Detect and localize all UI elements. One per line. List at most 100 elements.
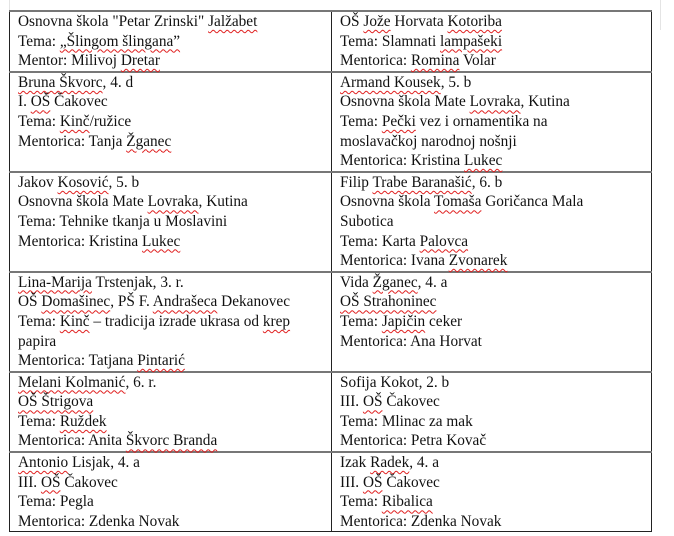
- cell-text-line: Mentorica: Tanja Žganec: [18, 132, 172, 150]
- spellcheck-error[interactable]: Japičin: [381, 312, 426, 330]
- cell-text-line: Filip Trabe Baranašić, 6. b: [340, 173, 503, 191]
- spellcheck-error[interactable]: OŠ: [30, 93, 51, 111]
- cell-text-line: Tema: Mlinac za mak: [340, 412, 473, 430]
- spellcheck-error[interactable]: Radek: [370, 454, 410, 472]
- spellcheck-error[interactable]: Ruždek: [59, 412, 107, 430]
- spellcheck-error[interactable]: Domašinec: [41, 293, 111, 311]
- spellcheck-error[interactable]: OŠ: [362, 473, 383, 491]
- spellcheck-error[interactable]: lampašeki: [440, 32, 503, 50]
- spellcheck-error[interactable]: Škvorc Branda: [125, 432, 218, 450]
- spellcheck-error[interactable]: Andrašeca: [152, 293, 218, 311]
- cell-text-line: Osnovna škola "Petar Zrinski" Jalžabet: [18, 13, 258, 30]
- cell-text-line: Armand Kousek, 5. b: [340, 73, 472, 91]
- table-row: Osnovna škola "Petar Zrinski" Jalžabet Te…: [9, 10, 652, 73]
- spellcheck-error[interactable]: Kotoriba: [447, 13, 502, 30]
- spellcheck-error[interactable]: „Šlingom šlingana”: [59, 32, 181, 50]
- cell-text-line: Osnovna škola Mate Lovraka, Kutina: [340, 93, 570, 111]
- spellcheck-error[interactable]: krep: [262, 312, 291, 330]
- spellcheck-error[interactable]: Lukec: [464, 152, 503, 170]
- spellcheck-error[interactable]: OŠ Strahoninec: [340, 293, 437, 311]
- cell-text-line: III. OŠ Čakovec: [18, 473, 118, 491]
- cell-text-line: Mentorica: Ana Horvat: [340, 332, 482, 350]
- participant-cell[interactable]: Antonio Lisjak, 4. a III. OŠ Čakovec Tema:…: [9, 451, 332, 533]
- participant-cell[interactable]: Jakov Kosović, 5. b Osnovna škola Mate Lo…: [9, 171, 332, 273]
- spellcheck-error[interactable]: Lovraka: [147, 193, 199, 211]
- cell-text-line: Antonio Lisjak, 4. a: [18, 454, 140, 472]
- spellcheck-error[interactable]: Pečki: [381, 112, 416, 130]
- spellcheck-error[interactable]: Armand Kousek: [340, 73, 441, 91]
- participant-cell[interactable]: Filip Trabe Baranašić, 6. b Osnovna škola…: [331, 171, 652, 273]
- spellcheck-error[interactable]: Kosović: [57, 173, 109, 191]
- spellcheck-error[interactable]: Bruna Škvorc: [18, 73, 103, 91]
- page-margin-guide: [660, 0, 661, 30]
- cell-text-line: Tema: Kinč/ružice: [18, 112, 132, 130]
- spellcheck-error[interactable]: Pintarić: [137, 352, 185, 370]
- cell-text-line: Tema: Pečki vez i ornamentika na: [340, 112, 548, 130]
- spellcheck-error[interactable]: Žganec: [126, 132, 172, 150]
- cell-text-line: Bruna Škvorc, 4. d: [18, 73, 134, 91]
- spellcheck-error[interactable]: Ribalica: [381, 493, 433, 511]
- participant-cell[interactable]: Armand Kousek, 5. b Osnovna škola Mate Lo…: [331, 71, 652, 173]
- page-margin-guide: [9, 0, 10, 10]
- cell-text-line: moslavačkoj narodnoj nošnji: [340, 132, 517, 150]
- participant-cell[interactable]: OŠ Jože Horvata Kotoriba Tema: Slamnati l…: [331, 10, 652, 73]
- table-row: Antonio Lisjak, 4. a III. OŠ Čakovec Tema:…: [9, 451, 652, 533]
- cell-text-line: OŠ Jože Horvata Kotoriba: [340, 13, 502, 30]
- cell-text-line: Mentorica: Ivana Zvonarek: [340, 252, 508, 270]
- spellcheck-error[interactable]: Žganec: [372, 273, 418, 291]
- cell-text-line: Tema: Ribalica: [340, 493, 433, 511]
- participant-cell[interactable]: Lina-Marija Trstenjak, 3. r. OŠ Domašinec…: [9, 271, 332, 373]
- cell-text-line: Jakov Kosović, 5. b: [18, 173, 140, 191]
- spellcheck-error[interactable]: Jože: [363, 13, 391, 30]
- participants-table: Osnovna škola "Petar Zrinski" Jalžabet Te…: [9, 10, 652, 533]
- table-row: Jakov Kosović, 5. b Osnovna škola Mate Lo…: [9, 171, 652, 273]
- cell-text-line: Vida Žganec, 4. a: [340, 273, 448, 291]
- spellcheck-error[interactable]: OŠ: [40, 473, 61, 491]
- spellcheck-error[interactable]: Melani Kolmanić: [18, 373, 126, 391]
- cell-text-line: Mentorica: Tatjana Pintarić: [18, 352, 185, 370]
- cell-text-line: Mentorica: Anita Škvorc Branda: [18, 432, 218, 450]
- cell-text-line: Subotica: [340, 212, 394, 230]
- cell-text-line: Tema: Slamnati lampašeki: [340, 32, 503, 50]
- participant-cell[interactable]: Izak Radek, 4. a III. OŠ Čakovec Tema: Rib…: [331, 451, 652, 533]
- participant-cell[interactable]: Osnovna škola "Petar Zrinski" Jalžabet Te…: [9, 10, 332, 73]
- cell-text-line: OŠ Domašinec, PŠ F. Andrašeca Dekanovec: [18, 293, 290, 311]
- spellcheck-error[interactable]: OŠ Štrigova: [18, 393, 94, 411]
- cell-text-line: III. OŠ Čakovec: [340, 473, 440, 491]
- cell-text-line: Osnovna škola Tomaša Goričanca Mala: [340, 193, 584, 211]
- table-row: Melani Kolmanić, 6. r. OŠ Štrigova Tema: R…: [9, 371, 652, 453]
- cell-text-line: Tema: Japičin ceker: [340, 312, 463, 330]
- cell-text-line: Mentorica: Petra Kovač: [340, 432, 487, 450]
- spellcheck-error[interactable]: Romina: [410, 52, 460, 70]
- spellcheck-error[interactable]: Antonio: [18, 454, 69, 472]
- cell-text-line: Tema: Kinč – tradicija izrade ukrasa od …: [18, 312, 291, 330]
- spellcheck-error[interactable]: Tomaša: [434, 193, 482, 211]
- spellcheck-error[interactable]: Lukec: [142, 232, 181, 250]
- participant-cell[interactable]: Sofija Kokot, 2. b III. OŠ Čakovec Tema: M…: [331, 371, 652, 453]
- spellcheck-error[interactable]: Kinč: [59, 112, 90, 130]
- cell-text-line: Mentor: Milivoj Dretar: [18, 52, 160, 70]
- spellcheck-error[interactable]: Palovca: [419, 232, 469, 250]
- spellcheck-error[interactable]: Trabe Baranašić: [372, 173, 472, 191]
- spellcheck-error[interactable]: Jalžabet: [208, 13, 258, 30]
- cell-text-line: Melani Kolmanić, 6. r.: [18, 373, 157, 391]
- participant-cell[interactable]: Vida Žganec, 4. a OŠ Strahoninec Tema: Jap…: [331, 271, 652, 373]
- cell-text-line: Osnovna škola Mate Lovraka, Kutina: [18, 193, 248, 211]
- table-row: Lina-Marija Trstenjak, 3. r. OŠ Domašinec…: [9, 271, 652, 373]
- cell-text-line: Mentorica: Zdenka Novak: [340, 512, 502, 530]
- cell-text-line: Mentorica: Kristina Lukec: [18, 232, 181, 250]
- cell-text-line: Tema: Ruždek: [18, 412, 107, 430]
- spellcheck-error[interactable]: Dretar: [120, 52, 160, 70]
- spellcheck-error[interactable]: Kinč: [59, 312, 90, 330]
- spellcheck-error[interactable]: Lina-Marija: [18, 273, 92, 291]
- participant-cell[interactable]: Bruna Škvorc, 4. d I. OŠ Čakovec Tema: Kin…: [9, 71, 332, 173]
- spellcheck-error[interactable]: Lovraka: [469, 93, 521, 111]
- cell-text-line: Tema: Pegla: [18, 493, 94, 511]
- participant-cell[interactable]: Melani Kolmanić, 6. r. OŠ Štrigova Tema: R…: [9, 371, 332, 453]
- cell-text-line: I. OŠ Čakovec: [18, 93, 108, 111]
- cell-text-line: Tema: „Šlingom šlingana”: [18, 32, 181, 50]
- cell-text-line: Mentorica: Kristina Lukec: [340, 152, 503, 170]
- spellcheck-error[interactable]: OŠ: [362, 393, 383, 411]
- spellcheck-error[interactable]: Zvonarek: [448, 252, 508, 270]
- cell-text-line: OŠ Štrigova: [18, 392, 331, 412]
